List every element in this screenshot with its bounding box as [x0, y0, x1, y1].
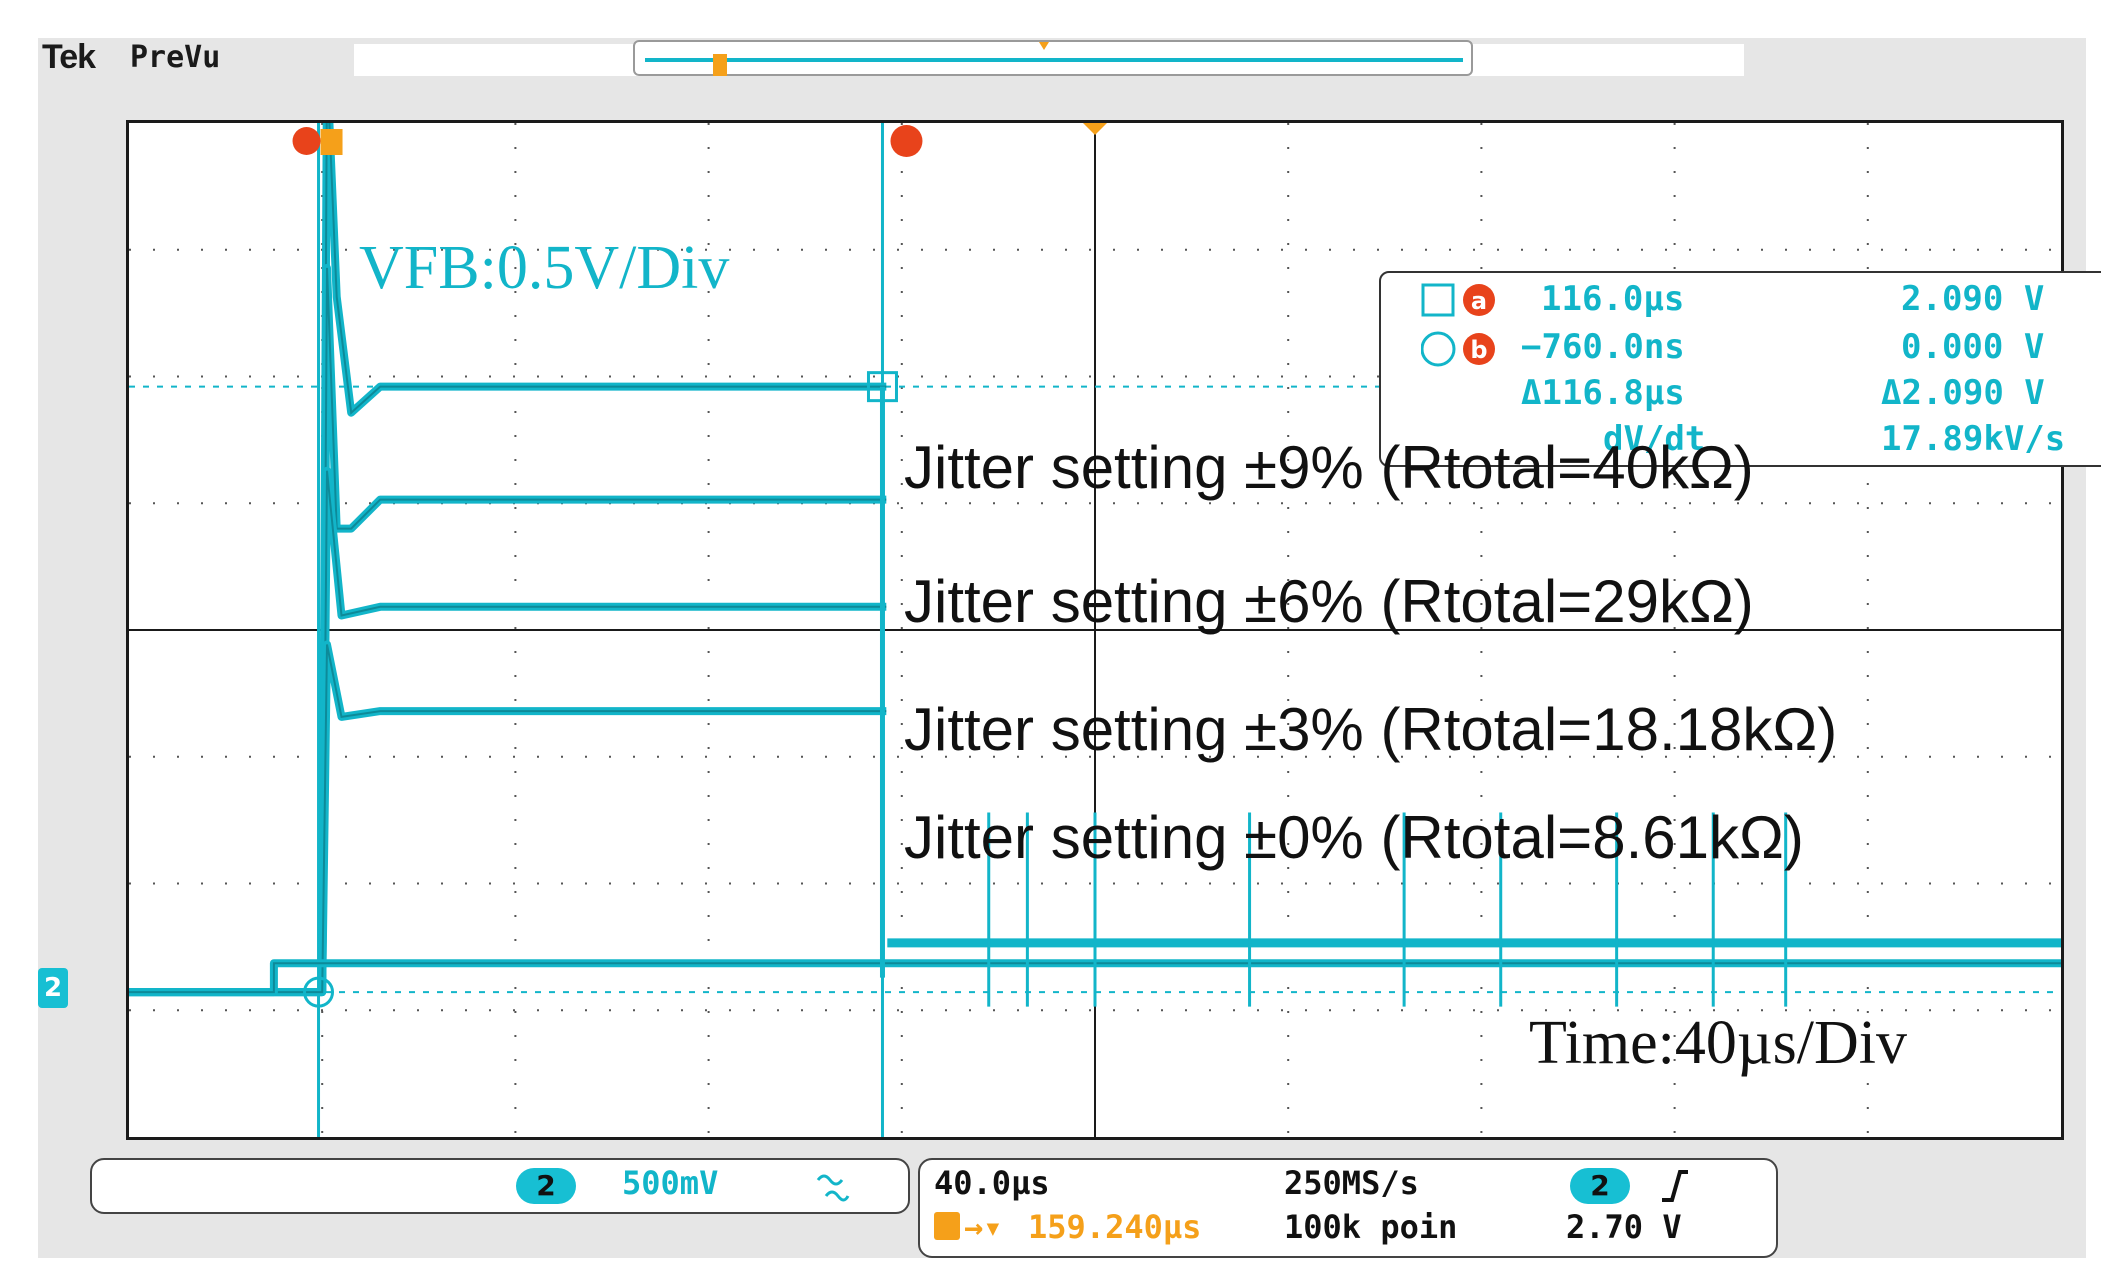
jitter-3-label: Jitter setting ±3% (Rtotal=18.18kΩ) — [904, 696, 1838, 763]
vertical-scale-value: 500mV — [622, 1164, 719, 1202]
timebase-value: 40.0µs — [934, 1164, 1050, 1202]
cursor-b-top-badge — [292, 127, 321, 155]
vfb-scale-label: VFB:0.5V/Div — [359, 234, 730, 302]
record-view-graphic — [645, 42, 1463, 76]
cursor-b-value: 0.000 V — [1901, 327, 2045, 367]
cursor-a-badge-icon — [1463, 284, 1495, 316]
brand-logo: Tek — [42, 38, 96, 76]
cursor-a-time: 116.0µs — [1541, 279, 1685, 319]
record-length-value: 100k poin — [1284, 1208, 1458, 1246]
cursor-b-time: −760.0ns — [1521, 327, 1685, 367]
record-view-bar[interactable] — [633, 40, 1473, 76]
channel-2-ground-marker[interactable]: 2 — [38, 968, 68, 1008]
trigger-position-value: 159.240µs — [1028, 1208, 1202, 1246]
waveform-plot: a b 116.0µs 2.090 V −760.0ns 0.000 V Δ11… — [126, 120, 2101, 1140]
cursor-b-circle-icon — [1421, 331, 1456, 367]
cursor-badges: a b — [1421, 283, 1495, 367]
trigger-top-marker — [320, 129, 343, 155]
bandwidth-limit-icon — [816, 1174, 850, 1202]
dvdt-value: 17.89kV/s — [1881, 419, 2066, 459]
expansion-point-icon — [1039, 42, 1049, 50]
trigger-arrow-icon: →▾ — [964, 1208, 1003, 1246]
plot-canvas — [129, 123, 2061, 1137]
rising-edge-icon — [1662, 1170, 1688, 1202]
cursor-delta-value: Δ2.090 V — [1881, 373, 2045, 413]
cursor-b-badge-letter: b — [1470, 336, 1487, 364]
trigger-channel-badge: 2 — [1570, 1168, 1630, 1204]
cursor-a-value: 2.090 V — [1901, 279, 2045, 319]
jitter-0-label: Jitter setting ±0% (Rtotal=8.61kΩ) — [904, 804, 1804, 871]
waveform-noise-4 — [129, 962, 2061, 994]
dvdt-label: dV/dt — [1603, 419, 1706, 459]
cursor-delta-time: Δ116.8µs — [1521, 373, 1685, 413]
horizontal-settings-panel[interactable]: 40.0µs →▾ 159.240µs 250MS/s 100k poin 2 … — [918, 1158, 1778, 1258]
vertical-channel-badge: 2 — [516, 1168, 576, 1204]
vertical-settings-panel[interactable]: 2 500mV — [90, 1158, 910, 1214]
cursor-b-badge-icon — [1463, 333, 1495, 365]
trigger-marker-icon — [713, 54, 727, 76]
top-status-bar: Tek PreVu — [38, 38, 2086, 78]
cursor-a-marker — [866, 371, 898, 403]
waveform-series-3 — [129, 640, 887, 997]
time-scale-label: Time:40µs/Div — [1529, 1009, 1907, 1077]
trigger-position-icon — [934, 1212, 960, 1240]
waveform-series-2 — [129, 466, 887, 997]
waveform-noise-2 — [129, 470, 887, 994]
sample-rate-value: 250MS/s — [1284, 1164, 1419, 1202]
cursor-a-top-badge — [890, 125, 923, 157]
cursor-a-badge-letter: a — [1471, 287, 1487, 315]
jitter-9-label: Jitter setting ±9% (Rtotal=40kΩ) — [904, 434, 1754, 501]
cursor-a-square-icon — [1421, 283, 1455, 317]
trigger-level-value: 2.70 V — [1566, 1208, 1682, 1246]
cursor-readout-box: a b 116.0µs 2.090 V −760.0ns 0.000 V Δ11… — [1379, 271, 2101, 467]
waveform-noise-3 — [129, 644, 887, 994]
expansion-point-marker — [1083, 123, 1107, 135]
jitter-6-label: Jitter setting ±6% (Rtotal=29kΩ) — [904, 568, 1754, 635]
oscilloscope-screen: Tek PreVu a b 116.0µs 2.090 V −760.0ns — [38, 38, 2101, 1258]
cursor-b-marker — [303, 976, 335, 1008]
acquisition-mode: PreVu — [130, 40, 221, 75]
